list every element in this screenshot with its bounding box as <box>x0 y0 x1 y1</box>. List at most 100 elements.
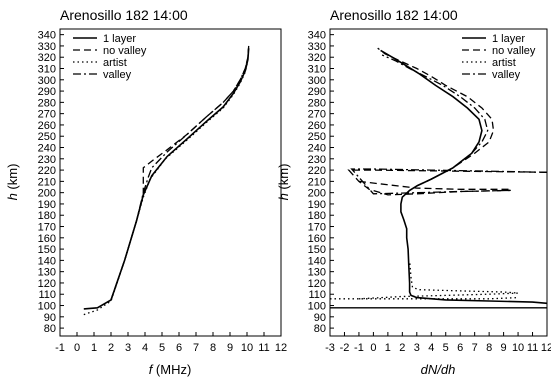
left-chart-title: Arenosillo 182 14:00 <box>60 7 188 23</box>
left-x-tick-label: 7 <box>193 342 199 354</box>
right-y-tick-label: 310 <box>308 64 326 76</box>
right-x-tick-label: 1 <box>385 342 391 354</box>
right-x-tick-label: 11 <box>527 342 538 354</box>
left-y-tick-label: 120 <box>38 278 56 290</box>
right-legend-label-1-layer: 1 layer <box>492 33 525 45</box>
left-x-tick-label: 4 <box>142 342 148 354</box>
right-x-tick-label: 4 <box>428 342 434 354</box>
left-y-tick-label: 140 <box>38 255 56 267</box>
left-series-no-valley <box>110 45 250 301</box>
left-y-tick-label: 240 <box>38 143 56 155</box>
right-y-tick-label: 100 <box>308 301 326 313</box>
left-x-tick-label: 0 <box>74 342 80 354</box>
right-series-no-valley-segment <box>358 180 511 190</box>
right-x-axis-var: dN/dh <box>421 362 456 377</box>
right-y-axis-label: h (km) <box>276 164 291 201</box>
right-plot-lines <box>330 47 548 309</box>
right-y-tick-label: 320 <box>308 52 326 64</box>
left-plot-frame <box>59 28 282 337</box>
right-legend-label-no-valley: no valley <box>492 45 536 57</box>
left-y-tick-label: 180 <box>38 210 56 222</box>
right-y-tick-label: 200 <box>308 188 326 200</box>
right-legend-label-artist: artist <box>492 57 516 69</box>
right-y-tick-label: 90 <box>314 312 326 324</box>
left-y-tick-label: 160 <box>38 233 56 245</box>
left-series-1-layer <box>83 48 250 310</box>
right-x-axis-label: dN/dh <box>421 362 456 377</box>
left-x-tick-label: 9 <box>227 342 233 354</box>
left-x-axis-label: f (MHz) <box>149 362 192 377</box>
right-y-tick-label: 260 <box>308 120 326 132</box>
right-y-tick-label: 270 <box>308 109 326 121</box>
left-y-axis-var: h <box>5 193 20 200</box>
left-y-tick-label: 290 <box>38 86 56 98</box>
right-x-tick-label: 9 <box>501 342 507 354</box>
right-x-ticks: -3 -2 -1 0 1 2 3 4 5 6 7 8 9 10 11 12 <box>325 332 551 354</box>
left-y-tick-label: 150 <box>38 244 56 256</box>
left-y-tick-label: 90 <box>44 312 56 324</box>
right-y-tick-label: 230 <box>308 154 326 166</box>
right-y-tick-label: 220 <box>308 165 326 177</box>
left-y-tick-label: 80 <box>44 323 56 335</box>
right-x-tick-label: 12 <box>541 342 551 354</box>
right-y-tick-label: 210 <box>308 176 326 188</box>
right-series-artist <box>358 260 519 300</box>
left-x-tick-label: 5 <box>159 342 165 354</box>
right-x-tick-label: -1 <box>354 342 364 354</box>
left-y-axis-label: h (km) <box>5 164 20 201</box>
left-series-valley <box>110 45 250 301</box>
left-x-tick-label: 2 <box>108 342 114 354</box>
left-x-tick-label: 3 <box>125 342 131 354</box>
left-y-tick-label: 300 <box>38 75 56 87</box>
left-x-tick-label: 10 <box>241 342 253 354</box>
right-y-tick-label: 190 <box>308 199 326 211</box>
right-y-ticks: 8090100110120130140150160170180190200210… <box>308 30 334 335</box>
right-series-1-layer <box>380 49 548 305</box>
left-y-tick-label: 330 <box>38 41 56 53</box>
left-y-tick-label: 210 <box>38 176 56 188</box>
left-y-tick-label: 340 <box>38 30 56 42</box>
left-y-tick-label: 100 <box>38 301 56 313</box>
right-y-tick-label: 130 <box>308 267 326 279</box>
right-y-tick-label: 170 <box>308 222 326 234</box>
left-x-tick-label: 6 <box>176 342 182 354</box>
left-y-tick-label: 190 <box>38 199 56 211</box>
right-x-tick-label: 3 <box>414 342 420 354</box>
left-y-tick-label: 170 <box>38 222 56 234</box>
right-x-tick-label: -3 <box>325 342 335 354</box>
right-y-tick-label: 150 <box>308 244 326 256</box>
right-y-tick-label: 280 <box>308 97 326 109</box>
left-y-tick-label: 270 <box>38 109 56 121</box>
right-y-axis-var: h <box>276 193 291 200</box>
left-y-tick-label: 130 <box>38 267 56 279</box>
right-y-tick-label: 80 <box>314 323 326 335</box>
left-x-ticks: -1 0 1 2 3 4 5 6 7 8 9 10 11 12 <box>55 332 287 354</box>
right-legend-label-valley: valley <box>492 69 521 81</box>
left-x-tick-label: 8 <box>210 342 216 354</box>
left-legend-label-1-layer: 1 layer <box>103 33 136 45</box>
left-y-tick-label: 200 <box>38 188 56 200</box>
right-plot-frame <box>329 28 548 337</box>
left-legend-label-artist: artist <box>103 57 127 69</box>
left-y-tick-label: 230 <box>38 154 56 166</box>
right-y-axis-unit: (km) <box>276 164 291 194</box>
right-y-tick-label: 330 <box>308 41 326 53</box>
left-x-axis-var: f <box>149 362 154 377</box>
right-series-valley-segment <box>350 168 548 195</box>
left-x-tick-label: 11 <box>258 342 269 354</box>
right-chart-panel: Arenosillo 182 14:00 -3 -2 -1 0 1 2 3 4 5 6 7 8 9 10 1… <box>276 7 551 377</box>
right-x-tick-label: 2 <box>399 342 405 354</box>
left-legend-label-no-valley: no valley <box>103 45 147 57</box>
left-y-ticks: 8090100110120130140150160170180190200210… <box>38 30 64 335</box>
right-y-tick-label: 300 <box>308 75 326 87</box>
left-chart-panel: Arenosillo 182 14:00 -1 0 1 2 3 4 5 6 7 8 9 10 11 12 … <box>5 7 287 377</box>
left-series-artist <box>83 60 249 316</box>
left-y-tick-label: 110 <box>38 289 56 301</box>
left-y-tick-label: 280 <box>38 97 56 109</box>
left-y-axis-unit: (km) <box>5 164 20 194</box>
left-x-axis-unit: (MHz) <box>152 362 191 377</box>
right-x-tick-label: 0 <box>370 342 376 354</box>
